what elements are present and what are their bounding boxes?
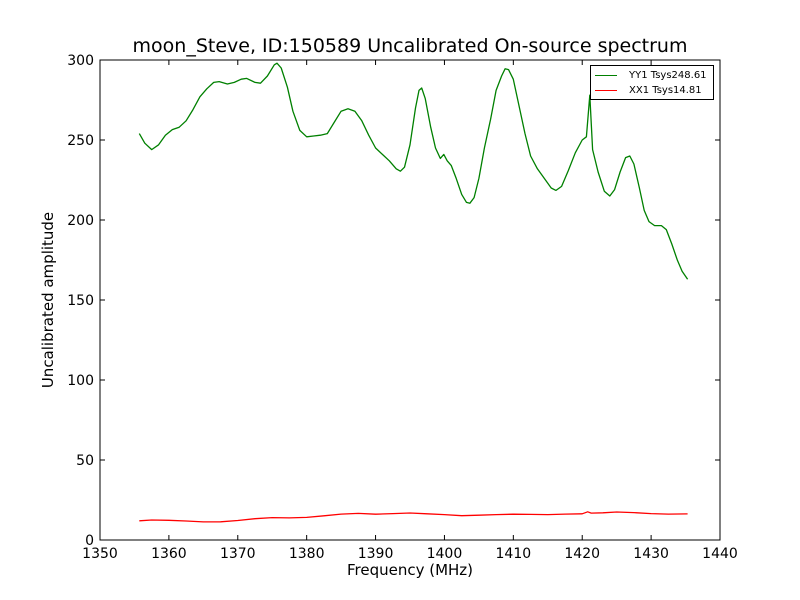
y-tick-label: 100 <box>67 373 94 389</box>
legend-entry-xx1: XX1 Tsys14.81 <box>595 84 702 97</box>
x-tick-label: 1390 <box>358 546 394 562</box>
y-tick-label: 150 <box>67 293 94 309</box>
x-tick-label: 1420 <box>564 546 600 562</box>
x-tick-label: 1400 <box>427 546 463 562</box>
x-axis-label: Frequency (MHz) <box>346 561 474 579</box>
legend-label-xx1: XX1 Tsys14.81 <box>629 85 702 96</box>
legend-swatch-yy1 <box>595 75 617 76</box>
x-tick-label: 1440 <box>702 546 738 562</box>
y-tick-label: 300 <box>67 53 94 69</box>
series-line-0 <box>138 62 689 280</box>
x-tick-label: 1410 <box>496 546 532 562</box>
y-tick-label: 250 <box>67 133 94 149</box>
legend-entry-yy1: YY1 Tsys248.61 <box>595 69 707 82</box>
y-tick-label: 50 <box>76 453 94 469</box>
plot-area-frame <box>99 59 721 541</box>
x-tick-label: 1350 <box>82 546 118 562</box>
series-layer <box>138 62 689 523</box>
x-tick-label: 1430 <box>633 546 669 562</box>
legend-swatch-xx1 <box>595 90 617 91</box>
legend: YY1 Tsys248.61 XX1 Tsys14.81 <box>590 65 714 100</box>
y-tick-label: 0 <box>85 533 94 549</box>
x-tick-label: 1370 <box>220 546 256 562</box>
x-tick-label: 1380 <box>289 546 325 562</box>
x-tick-label: 1360 <box>151 546 187 562</box>
series-line-1 <box>139 511 688 523</box>
ticks-layer: 1350 1360 1370 1380 1390 1400 1410 1420 1430 1440… <box>67 53 738 562</box>
y-axis-label: Uncalibrated amplitude <box>39 211 57 389</box>
chart-title: moon_Steve, ID:150589 Uncalibrated On-so… <box>132 35 688 57</box>
y-tick-label: 200 <box>67 213 94 229</box>
legend-label-yy1: YY1 Tsys248.61 <box>629 70 707 81</box>
